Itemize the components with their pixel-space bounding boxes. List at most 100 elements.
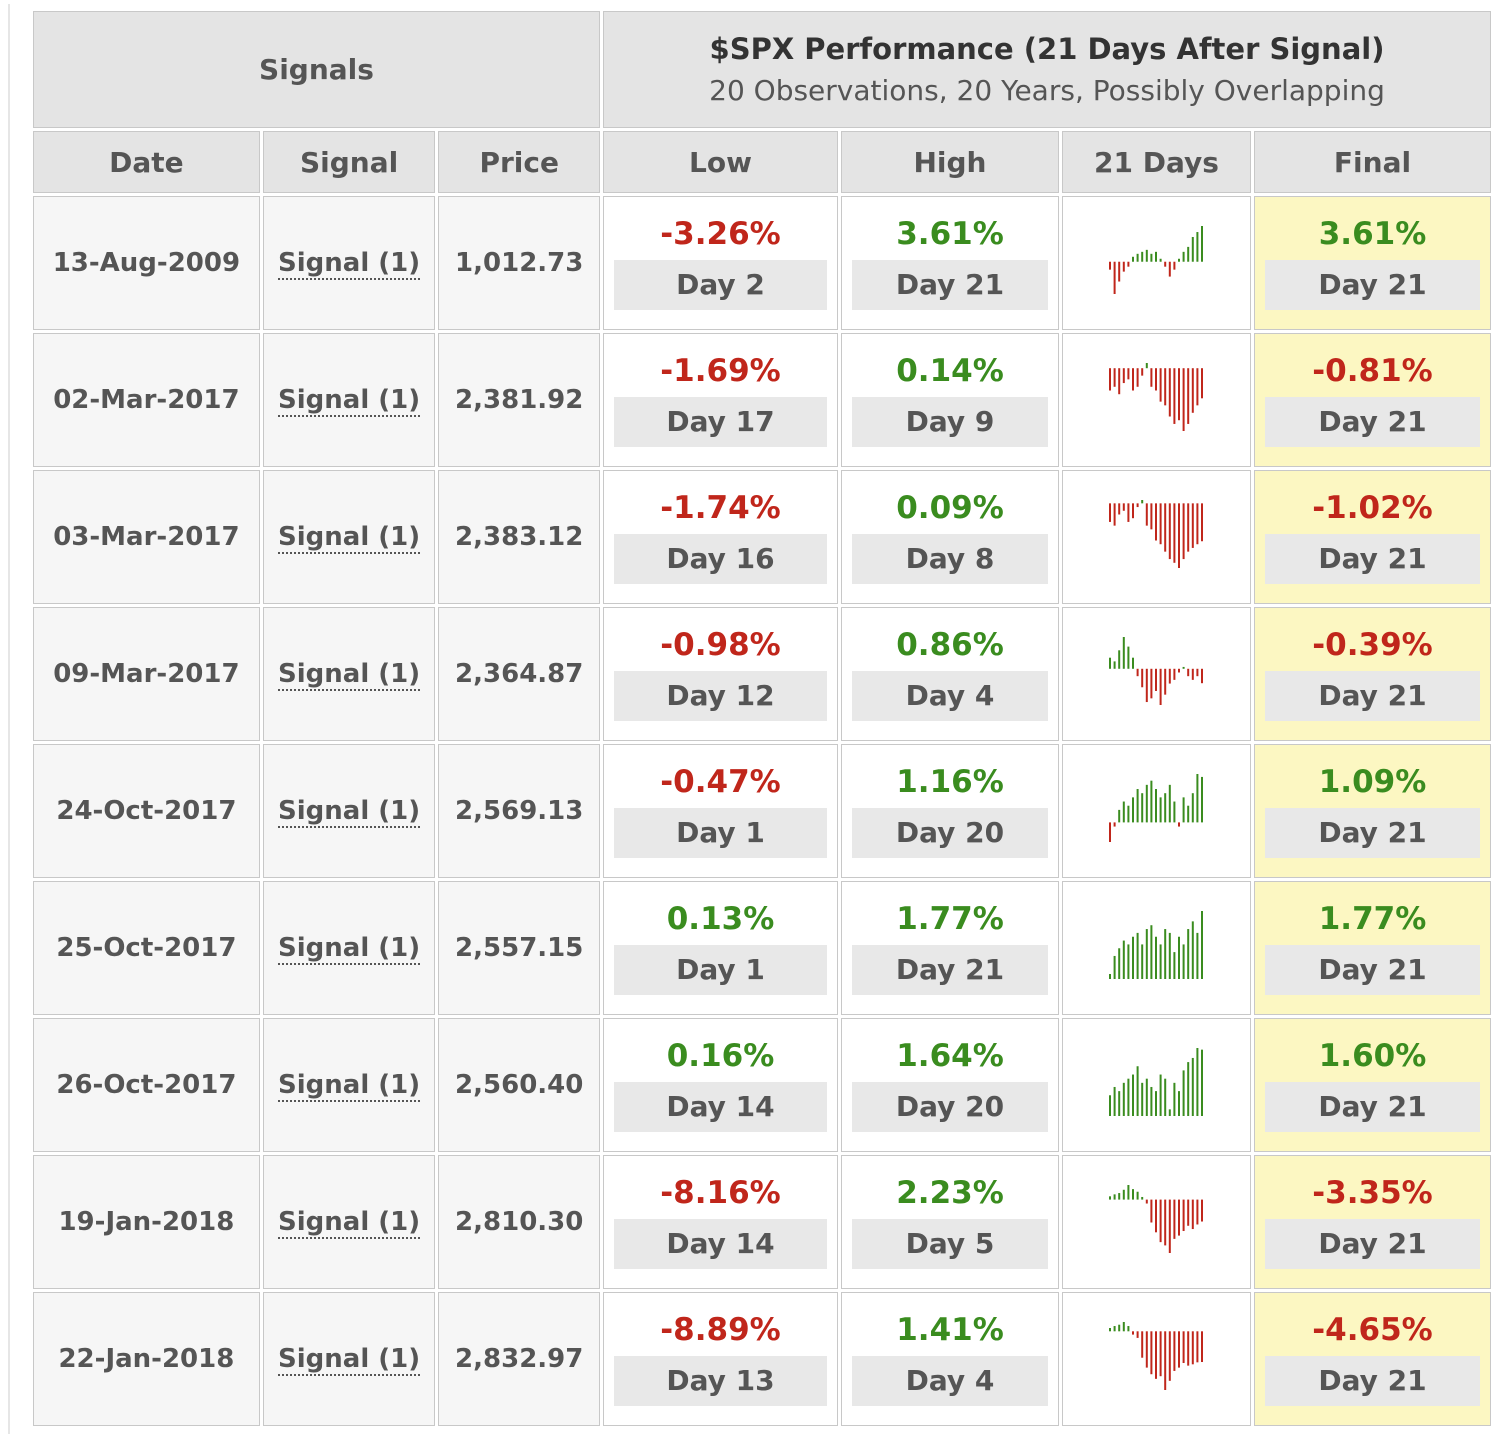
spark-bar xyxy=(1131,1188,1134,1200)
final-value: -1.02% xyxy=(1312,490,1433,526)
spark-bar xyxy=(1126,943,1129,979)
low-day: Day 17 xyxy=(614,397,827,447)
spark-bar xyxy=(1113,261,1116,294)
spark-bar xyxy=(1168,261,1171,277)
low-value: 0.13% xyxy=(666,901,775,937)
high-day: Day 20 xyxy=(852,1082,1048,1132)
spark-bar xyxy=(1195,668,1198,676)
signal-link[interactable]: Signal (1) xyxy=(278,522,421,554)
final-cell: 1.09% Day 21 xyxy=(1254,744,1491,878)
spark-bar xyxy=(1122,940,1125,979)
spark-bar xyxy=(1117,947,1120,979)
high-cell: 1.77% Day 21 xyxy=(841,881,1059,1015)
spark-bar xyxy=(1145,784,1148,822)
low-day: Day 14 xyxy=(614,1082,827,1132)
spark-bar xyxy=(1126,1325,1129,1331)
spark-bar xyxy=(1154,668,1157,691)
spark-bar xyxy=(1163,261,1166,267)
low-day: Day 1 xyxy=(614,945,827,995)
spark-bar xyxy=(1200,367,1203,398)
date-cell: 02-Mar-2017 xyxy=(33,333,260,467)
spark-bar xyxy=(1113,502,1116,526)
spark-bar xyxy=(1159,502,1162,544)
spark-bar xyxy=(1200,910,1203,979)
spark-bar xyxy=(1168,668,1171,684)
signal-link[interactable]: Signal (1) xyxy=(278,1070,421,1102)
spark-bar xyxy=(1131,657,1134,669)
spark-bar xyxy=(1122,1321,1125,1331)
spark-bar xyxy=(1195,502,1198,544)
spark-bar xyxy=(1126,1184,1129,1200)
signal-cell: Signal (1) xyxy=(262,1292,436,1426)
low-value: 0.16% xyxy=(666,1038,775,1074)
spark-bar xyxy=(1172,951,1175,979)
spark-bar xyxy=(1191,236,1194,262)
spark-bar xyxy=(1168,784,1171,822)
spark-bar xyxy=(1159,367,1162,402)
column-header: Date xyxy=(33,131,260,193)
final-day: Day 21 xyxy=(1265,808,1480,858)
spark-bar xyxy=(1182,251,1185,262)
final-value: 1.09% xyxy=(1318,764,1427,800)
spark-bar xyxy=(1182,367,1185,431)
signal-link[interactable]: Signal (1) xyxy=(278,1344,421,1376)
spark-bar xyxy=(1149,1086,1152,1116)
signal-link[interactable]: Signal (1) xyxy=(278,933,421,965)
spark-bar xyxy=(1159,258,1162,262)
spark-bar xyxy=(1149,367,1152,387)
price-cell: 2,381.92 xyxy=(438,333,600,467)
spark-bar xyxy=(1136,502,1139,507)
high-value: 0.14% xyxy=(896,353,1004,389)
row: 02-Mar-2017 Signal (1) 2,381.92 -1.69% Day 1… xyxy=(33,333,1491,467)
spark-bar xyxy=(1131,367,1134,390)
high-day: Day 8 xyxy=(852,534,1048,584)
high-value: 1.64% xyxy=(896,1038,1004,1074)
spark-bar xyxy=(1136,1330,1139,1338)
low-cell: 0.16% Day 14 xyxy=(603,1018,838,1152)
spark-bar xyxy=(1126,646,1129,669)
spark-bar xyxy=(1200,1049,1203,1116)
spark-bar xyxy=(1177,1090,1180,1116)
spark-bar xyxy=(1145,1078,1148,1116)
low-cell: -8.89% Day 13 xyxy=(603,1292,838,1426)
group-header: Signals xyxy=(33,11,600,128)
price-cell: 2,569.13 xyxy=(438,744,600,878)
low-day: Day 2 xyxy=(614,260,827,310)
low-day: Day 12 xyxy=(614,671,827,721)
spark-bar xyxy=(1172,261,1175,270)
signal-link[interactable]: Signal (1) xyxy=(278,796,421,828)
low-cell: -0.98% Day 12 xyxy=(603,607,838,741)
final-day: Day 21 xyxy=(1265,1356,1480,1406)
spark-bar xyxy=(1200,1199,1203,1222)
spark-bar xyxy=(1149,780,1152,822)
spark-bar xyxy=(1177,668,1180,672)
spark-bar xyxy=(1177,258,1180,262)
spark-bar xyxy=(1113,955,1116,979)
spark-bar xyxy=(1163,792,1166,822)
spark-bar xyxy=(1182,666,1185,669)
signal-link[interactable]: Signal (1) xyxy=(278,248,421,280)
sparkline-cell xyxy=(1062,744,1251,878)
high-day: Day 20 xyxy=(852,808,1048,858)
signal-link[interactable]: Signal (1) xyxy=(278,659,421,691)
sparkline-cell xyxy=(1062,196,1251,330)
spark-bar xyxy=(1136,932,1139,979)
low-day: Day 14 xyxy=(614,1219,827,1269)
spark-bar xyxy=(1177,821,1180,827)
spark-bar xyxy=(1126,502,1129,522)
spark-bar xyxy=(1117,367,1120,394)
spark-bar xyxy=(1182,796,1185,822)
date-cell: 09-Mar-2017 xyxy=(33,607,260,741)
low-cell: 0.13% Day 1 xyxy=(603,881,838,1015)
spark-bar xyxy=(1200,776,1203,822)
spark-bar xyxy=(1195,1047,1198,1116)
high-day: Day 21 xyxy=(852,260,1048,310)
date-cell: 03-Mar-2017 xyxy=(33,470,260,604)
signal-link[interactable]: Signal (1) xyxy=(278,1207,421,1239)
low-day: Day 13 xyxy=(614,1356,827,1406)
spark-bar xyxy=(1126,367,1129,379)
sparkline xyxy=(1108,1321,1203,1390)
spark-bar xyxy=(1159,943,1162,979)
spark-bar xyxy=(1168,932,1171,979)
signal-link[interactable]: Signal (1) xyxy=(278,385,421,417)
